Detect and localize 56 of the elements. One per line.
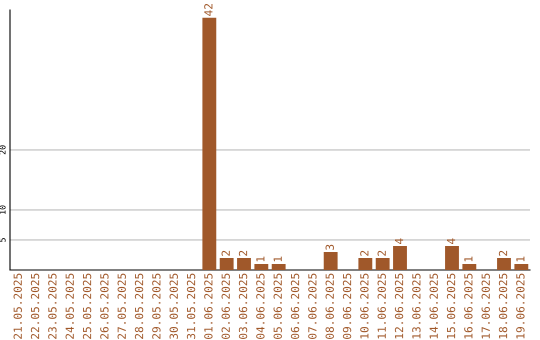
x-tick-label: 11.06.2025 (378, 274, 386, 338)
data-label: 4 (394, 238, 404, 244)
data-label: 1 (256, 256, 264, 262)
x-tick-label: 21.05.2025 (14, 274, 22, 339)
x-tick-label: 26.05.2025 (100, 274, 109, 339)
data-label: 1 (274, 256, 282, 262)
x-tick-label: 02.06.2025 (222, 274, 230, 339)
x-tick-label: 30.05.2025 (170, 274, 178, 339)
bar (272, 264, 286, 270)
bar (376, 258, 390, 270)
x-tick-label: 14.06.2025 (430, 274, 438, 338)
x-tick-label: 31.05.2025 (186, 274, 196, 339)
x-tick-label: 24.05.2025 (66, 274, 74, 339)
data-label: 42 (204, 4, 212, 16)
x-tick-label: 05.06.2025 (274, 274, 282, 339)
data-label: 4 (446, 238, 456, 244)
bar (254, 264, 268, 270)
x-tick-label: 23.05.2025 (48, 274, 57, 339)
x-tick-label: 18.06.2025 (498, 274, 508, 338)
x-tick-label: 19.06.2025 (516, 274, 525, 338)
bar (497, 258, 511, 270)
x-tick-label: 07.06.2025 (308, 274, 317, 339)
bar (393, 246, 407, 270)
data-label: 3 (326, 244, 334, 250)
bar (237, 258, 251, 270)
data-label: 1 (464, 256, 472, 262)
x-tick-label: 03.06.2025 (238, 274, 248, 339)
x-tick-label: 15.06.2025 (446, 274, 456, 338)
bar (462, 264, 476, 270)
x-tick-label: 09.06.2025 (342, 274, 352, 339)
bar (514, 264, 528, 270)
x-tick-label: 04.06.2025 (256, 274, 265, 339)
data-label: 1 (516, 256, 524, 262)
x-tick-label: 06.06.2025 (290, 274, 300, 339)
bar (202, 18, 216, 270)
data-label: 2 (378, 250, 386, 256)
x-tick-label: 17.06.2025 (482, 274, 490, 338)
x-tick-label: 28.05.2025 (134, 274, 144, 339)
x-tick-label: 10.06.2025 (360, 274, 369, 338)
x-tick-label: 16.06.2025 (464, 274, 473, 338)
x-tick-label: 01.06.2025 (204, 274, 213, 339)
x-tick-label: 13.06.2025 (412, 274, 421, 338)
x-tick-label: 08.06.2025 (326, 274, 334, 339)
bar (358, 258, 372, 270)
bar (220, 258, 234, 270)
data-label: 2 (222, 250, 230, 256)
x-tick-label: 25.05.2025 (82, 274, 92, 339)
bar (445, 246, 459, 270)
data-label: 2 (498, 250, 508, 256)
data-label: 2 (360, 250, 368, 256)
bar (324, 252, 338, 270)
data-label: 2 (238, 250, 248, 256)
x-tick-label: 29.05.2025 (152, 274, 161, 339)
x-tick-label: 22.05.2025 (30, 274, 40, 339)
x-tick-label: 27.05.2025 (118, 274, 126, 339)
x-tick-label: 12.06.2025 (394, 274, 404, 338)
